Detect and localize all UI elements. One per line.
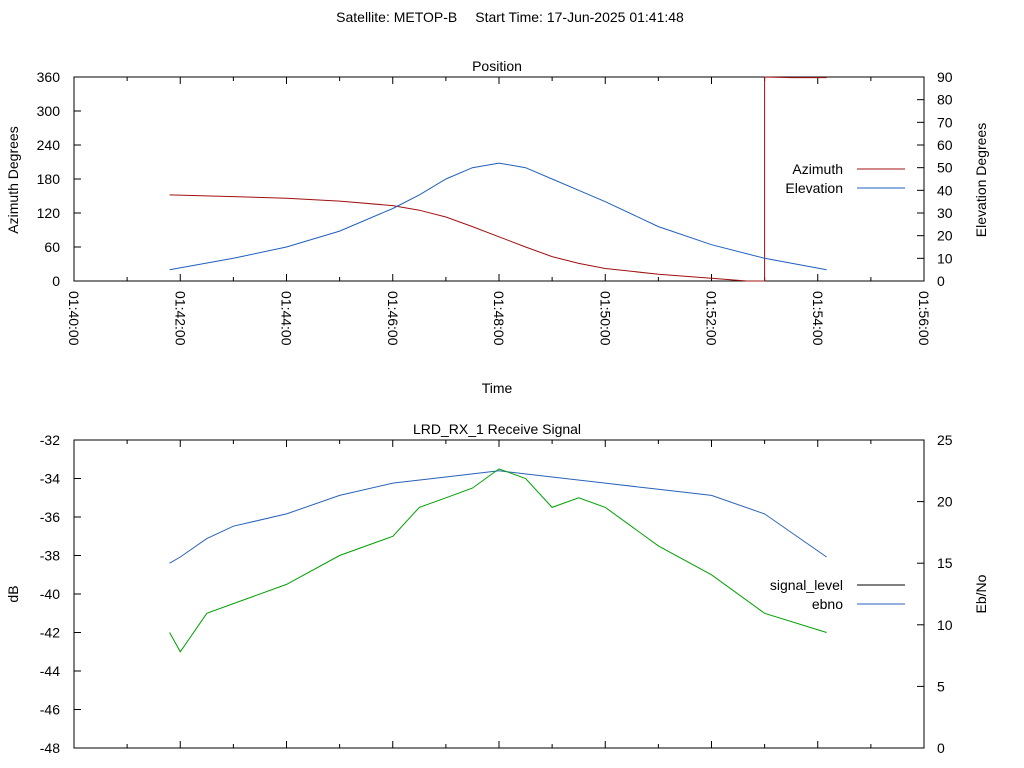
legend-elevation-label: Elevation [785, 180, 843, 196]
position-x-tick-label: 01:42:00 [172, 291, 188, 346]
signal-axes: -48 -46 -44 -42 -40 -38 -36 -34 -32 0 5 10 15 20 25 [40, 432, 953, 756]
page-header: Satellite: METOP-B Start Time: 17-Jun-202… [336, 9, 684, 25]
position-y2-tick-label: 10 [937, 250, 953, 266]
position-y2-tick-label: 40 [937, 182, 953, 198]
azimuth-line [169, 76, 827, 282]
legend-azimuth-label: Azimuth [792, 161, 843, 177]
signal-chart-title: LRD_RX_1 Receive Signal [413, 421, 581, 437]
position-y-axis-label: Azimuth Degrees [5, 126, 21, 233]
ebno-line [169, 470, 827, 564]
position-axes: 01:40:00 01:42:00 01:44:00 01:46:00 01:48:00… [37, 69, 953, 346]
position-x-tick-label: 01:52:00 [704, 291, 720, 346]
position-y-tick-label: 360 [37, 69, 61, 85]
position-y-tick-label: 0 [52, 273, 60, 289]
position-y2-axis-label: Elevation Degrees [973, 123, 989, 237]
position-x-tick-label: 01:44:00 [279, 291, 295, 346]
signal-y-tick-label: -32 [40, 432, 60, 448]
signal-y-tick-label: -34 [40, 471, 60, 487]
signal-y-tick-label: -46 [40, 702, 60, 718]
elevation-line [169, 162, 827, 271]
position-x-tick-label: 01:54:00 [810, 291, 826, 346]
signal-chart: LRD_RX_1 Receive Signal dB Eb/No -48-46-… [5, 421, 989, 756]
position-legend: Azimuth Elevation [785, 161, 905, 196]
position-y-tick-label: 60 [44, 239, 60, 255]
signal-series [169, 468, 827, 653]
position-series [169, 76, 827, 282]
position-y-tick-label: 300 [37, 103, 61, 119]
signal-y-tick-label: -48 [40, 740, 60, 756]
signal-y-tick-label: -40 [40, 586, 60, 602]
signal-y2-tick-label: 15 [937, 555, 953, 571]
position-x-tick-label: 01:48:00 [491, 291, 507, 346]
position-x-axis-label: Time [482, 380, 513, 396]
legend-signal-level-label: signal_level [770, 577, 843, 593]
signal-y-tick-label: -38 [40, 548, 60, 564]
signal-legend: signal_level ebno [770, 577, 905, 612]
position-plot-frame [73, 76, 925, 282]
position-y2-tick-label: 70 [937, 114, 953, 130]
header-satellite: Satellite: METOP-B [336, 9, 457, 25]
signal-y-axis-label: dB [5, 585, 21, 602]
position-y2-tick-label: 80 [937, 92, 953, 108]
position-x-tick-label: 01:46:00 [385, 291, 401, 346]
position-y2-tick-label: 30 [937, 205, 953, 221]
signal-y2-tick-label: 25 [937, 432, 953, 448]
position-x-tick-label: 01:50:00 [597, 291, 613, 346]
position-y-tick-label: 180 [37, 171, 61, 187]
position-y2-tick-label: 20 [937, 228, 953, 244]
signal-y2-tick-label: 10 [937, 617, 953, 633]
signal-y2-tick-label: 20 [937, 494, 953, 510]
signal-y-tick-label: -44 [40, 663, 60, 679]
position-chart-title: Position [472, 58, 522, 74]
position-chart: Position Time Azimuth Degrees Elevation … [5, 58, 989, 396]
signal-y2-axis-label: Eb/No [973, 574, 989, 613]
signal-plot-frame [73, 439, 925, 749]
position-y2-tick-label: 90 [937, 69, 953, 85]
position-y2-tick-label: 50 [937, 160, 953, 176]
header-start-time: Start Time: 17-Jun-2025 01:41:48 [475, 9, 684, 25]
position-y-tick-label: 120 [37, 205, 61, 221]
position-y-tick-label: 240 [37, 137, 61, 153]
signal-y2-tick-label: 5 [937, 678, 945, 694]
position-x-tick-label: 01:56:00 [916, 291, 932, 346]
position-y2-tick-label: 0 [937, 273, 945, 289]
position-x-tick-label: 01:40:00 [66, 291, 82, 346]
signal-level-line [169, 468, 827, 653]
signal-y-tick-label: -42 [40, 625, 60, 641]
signal-y2-tick-label: 0 [937, 740, 945, 756]
position-y2-tick-label: 60 [937, 137, 953, 153]
legend-ebno-label: ebno [812, 596, 843, 612]
signal-y-tick-label: -36 [40, 509, 60, 525]
